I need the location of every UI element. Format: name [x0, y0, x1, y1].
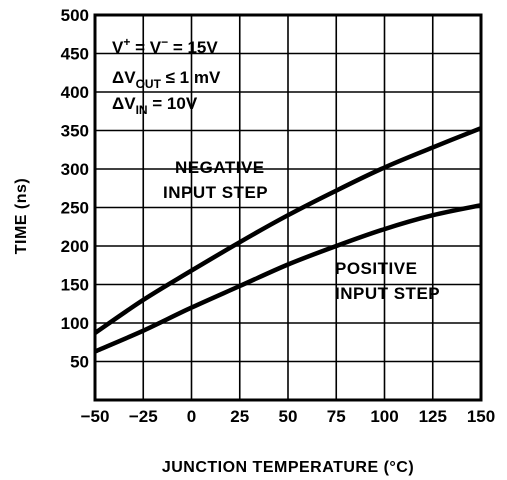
x-tick-labels: −50 −25 0 25 50 75 100 125 150	[81, 407, 496, 426]
series-labels: NEGATIVE INPUT STEP POSITIVE INPUT STEP	[163, 158, 440, 303]
y-tick-label: 350	[61, 122, 89, 141]
condition-delta-vout: ΔVOUT ≤ 1 mV	[112, 68, 221, 91]
x-tick-label: 50	[279, 407, 298, 426]
x-tick-label: 150	[467, 407, 495, 426]
condition-supply: V+ = V− = 15V	[112, 35, 218, 57]
series-group	[93, 126, 482, 354]
conditions-annotation: V+ = V− = 15V ΔVOUT ≤ 1 mV ΔVIN = 10V	[112, 35, 221, 117]
negative-input-step-line	[93, 126, 482, 335]
y-tick-label: 500	[61, 6, 89, 25]
y-axis-label: TIME (ns)	[13, 178, 30, 255]
positive-label-line2: INPUT STEP	[335, 284, 440, 303]
positive-label-line1: POSITIVE	[335, 259, 417, 278]
positive-input-step-line	[94, 202, 482, 354]
x-tick-label: −25	[129, 407, 158, 426]
negative-label-line1: NEGATIVE	[175, 158, 265, 177]
condition-delta-vin: ΔVIN = 10V	[112, 94, 198, 117]
y-tick-label: 50	[70, 353, 89, 372]
x-tick-label: 25	[230, 407, 249, 426]
x-tick-label: 100	[370, 407, 398, 426]
y-tick-label: 300	[61, 160, 89, 179]
y-tick-label: 100	[61, 314, 89, 333]
negative-label-line2: INPUT STEP	[163, 183, 268, 202]
x-tick-label: 125	[419, 407, 447, 426]
y-tick-label: 400	[61, 83, 89, 102]
x-axis-label: JUNCTION TEMPERATURE (°C)	[162, 459, 414, 476]
grid	[95, 15, 481, 400]
y-tick-labels: 50 100 150 200 250 300 350 400 450 500	[61, 6, 89, 372]
y-tick-label: 150	[61, 276, 89, 295]
y-tick-label: 450	[61, 45, 89, 64]
y-tick-label: 200	[61, 237, 89, 256]
x-tick-label: −50	[81, 407, 110, 426]
x-tick-label: 0	[187, 407, 196, 426]
plot-frame	[93, 13, 483, 402]
y-tick-label: 250	[61, 199, 89, 218]
x-tick-label: 75	[327, 407, 346, 426]
